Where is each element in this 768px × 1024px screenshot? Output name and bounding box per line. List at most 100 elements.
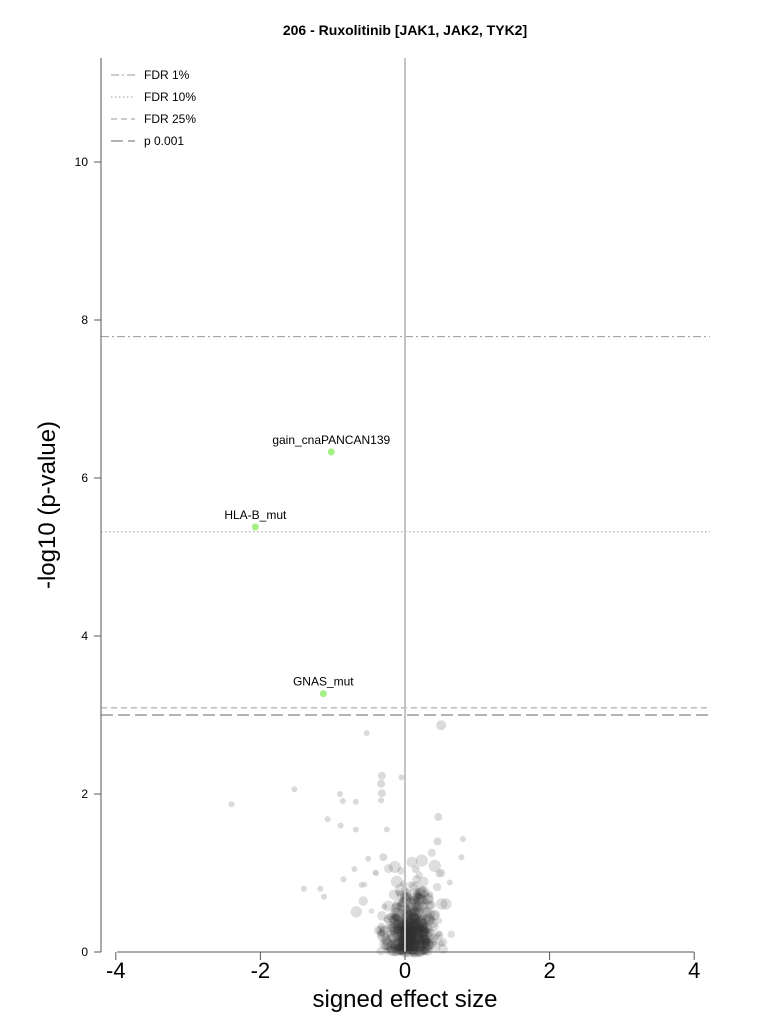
background-point [388,920,394,927]
background-point [393,931,404,942]
background-point [447,930,455,938]
background-point [394,934,402,942]
background-point [409,938,422,951]
background-point [414,891,422,899]
background-point [407,934,414,941]
background-point [406,942,416,952]
background-point [406,942,414,950]
x-axis-ticks: -4 -2 0 2 4 [106,952,700,983]
background-point [421,941,430,950]
background-point [395,936,406,947]
background-point [415,926,423,935]
background-point [415,901,429,915]
background-point [384,864,394,874]
background-point [393,914,400,921]
background-point [373,870,380,876]
background-point [339,798,346,805]
background-point [393,918,402,927]
background-point [432,882,442,892]
background-point [411,929,420,938]
background-point [417,901,428,911]
background-point [419,937,427,944]
background-point [419,922,431,934]
background-point [390,917,397,924]
background-point [395,922,402,929]
background-point [420,945,429,954]
background-point [386,923,395,933]
background-point [350,906,362,918]
background-point [418,936,425,943]
background-point [416,946,423,952]
background-point [389,942,397,950]
background-point [415,923,424,933]
background-point [411,937,420,946]
background-point [405,934,416,945]
background-point [409,912,419,923]
background-point [412,875,421,884]
background-point [413,901,421,909]
background-point [459,836,466,843]
background-point [324,816,331,823]
background-point [392,938,402,948]
background-point [321,893,328,900]
background-point [391,945,398,952]
background-point [408,942,420,954]
background-point [412,939,421,948]
background-point [413,923,423,934]
background-point [429,909,441,921]
background-point [435,933,441,939]
background-point [391,912,401,923]
background-point [458,854,465,861]
background-point [415,937,425,948]
background-point [415,940,425,950]
background-point [408,932,421,944]
background-point [363,730,370,737]
x-tick-label: 0 [399,958,411,983]
background-point [430,941,441,952]
background-point [419,925,426,932]
background-point [408,918,421,931]
background-point [391,945,402,957]
background-point [428,859,441,873]
background-point [411,940,420,950]
background-point [404,938,416,949]
background-point [414,888,426,899]
background-point [406,917,413,924]
background-point [405,934,418,946]
y-tick-label: 2 [81,787,88,801]
background-point [379,926,385,933]
background-point [368,908,375,914]
background-point [390,926,398,934]
background-point [428,910,440,921]
background-point [393,914,402,924]
background-point [404,907,417,920]
background-point [417,929,426,938]
background-point [409,922,422,936]
background-point [415,926,428,938]
background-point [414,918,421,925]
background-point [398,935,406,943]
background-point [422,913,435,926]
background-point [352,798,359,805]
background-point [415,893,423,901]
background-point [416,921,427,933]
background-point [377,789,386,798]
background-point [415,886,428,899]
background-point [409,928,416,934]
background-point [421,943,427,949]
background-point [415,940,424,949]
background-point [407,925,415,932]
background-point [404,926,418,940]
background-point [412,881,420,888]
background-point [404,932,413,941]
background-point [377,779,386,788]
background-point [386,939,397,949]
background-point [414,900,423,910]
background-point [412,892,423,902]
background-point [436,720,447,731]
x-tick-label: 4 [688,958,700,983]
background-point [408,923,418,933]
highlighted-point [251,523,259,531]
background-point [406,910,413,917]
background-point [394,925,404,935]
